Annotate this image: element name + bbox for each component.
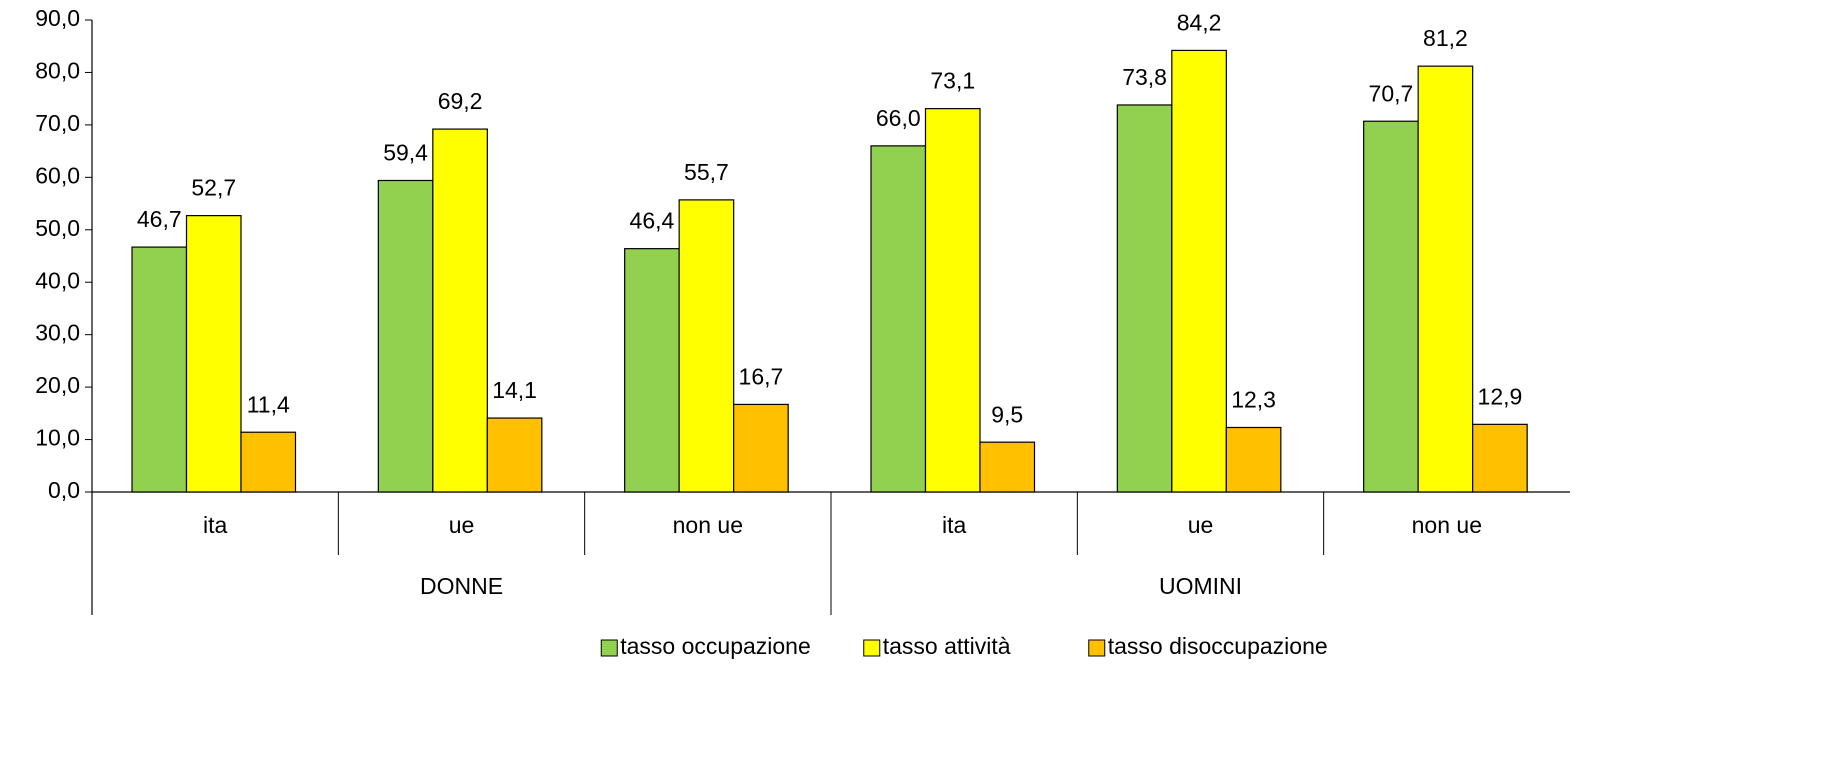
bar: [870, 145, 927, 493]
bar: [624, 248, 680, 493]
x-tick-label: non ue: [1412, 512, 1482, 538]
legend-label: tasso occupazione: [620, 633, 811, 659]
bar: [486, 417, 543, 493]
y-tick-label: 60,0: [35, 162, 80, 188]
bar: [432, 128, 488, 493]
value-label: 46,4: [630, 208, 675, 234]
value-label: 46,7: [137, 206, 182, 232]
value-label: 12,3: [1231, 387, 1276, 413]
value-label: 11,4: [247, 391, 290, 417]
value-label: 52,7: [191, 175, 236, 201]
bar: [1363, 120, 1419, 493]
bar: [240, 431, 297, 493]
x-tick-label: ue: [1188, 512, 1214, 538]
y-tick-label: 10,0: [35, 425, 80, 451]
value-label: 66,0: [876, 105, 921, 131]
x-tick-label: ita: [203, 512, 228, 538]
value-label: 59,4: [383, 140, 428, 166]
y-tick-label: 20,0: [35, 372, 80, 398]
x-tick-label: ue: [449, 512, 475, 538]
bar: [1472, 423, 1528, 493]
value-label: 69,2: [438, 88, 483, 114]
legend-label: tasso disoccupazione: [1108, 633, 1328, 659]
y-tick-label: 30,0: [35, 320, 80, 346]
bar: [678, 199, 735, 493]
bar: [1225, 426, 1282, 493]
bar: [1417, 65, 1474, 493]
bar: [924, 108, 981, 493]
y-tick-label: 80,0: [35, 58, 80, 84]
y-tick-label: 40,0: [35, 267, 80, 293]
group-label: UOMINI: [1159, 573, 1242, 599]
bar: [1116, 104, 1173, 493]
value-label: 12,9: [1478, 383, 1523, 409]
legend-swatch: [863, 639, 881, 657]
x-tick-label: ita: [942, 512, 967, 538]
y-tick-label: 50,0: [35, 215, 80, 241]
value-label: 14,1: [492, 377, 537, 403]
bar: [733, 403, 789, 493]
value-label: 73,8: [1122, 64, 1167, 90]
value-label: 55,7: [684, 159, 729, 185]
bar: [979, 441, 1036, 493]
value-label: 9,5: [991, 401, 1023, 427]
bar: [377, 179, 434, 493]
value-label: 81,2: [1423, 25, 1468, 51]
y-tick-label: 70,0: [35, 110, 80, 136]
x-tick-label: non ue: [673, 512, 743, 538]
legend-swatch: [600, 639, 618, 657]
y-tick-label: 90,0: [35, 5, 80, 31]
value-label: 84,2: [1177, 9, 1222, 35]
value-label: 73,1: [930, 68, 975, 94]
bar: [1171, 49, 1227, 493]
group-label: DONNE: [420, 573, 503, 599]
y-tick-label: 0,0: [48, 477, 80, 503]
legend-swatch: [1088, 639, 1106, 657]
legend-label: tasso attività: [883, 633, 1011, 659]
bar: [185, 215, 242, 493]
value-label: 16,7: [739, 363, 784, 389]
bar: [131, 246, 188, 493]
value-label: 70,7: [1369, 80, 1414, 106]
